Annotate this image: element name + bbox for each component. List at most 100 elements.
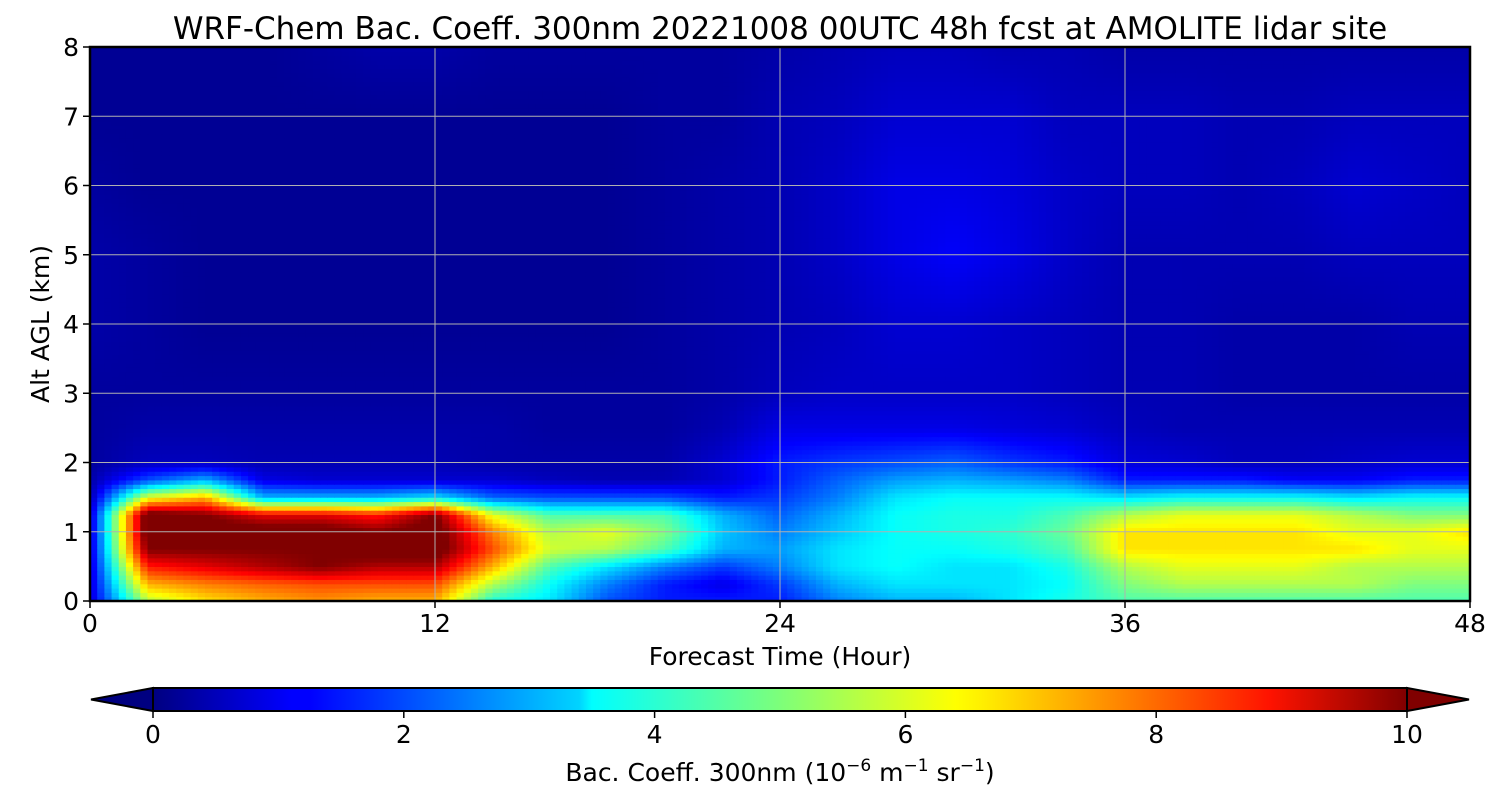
heatmap-cell — [873, 566, 882, 572]
heatmap-cell — [672, 566, 680, 572]
heatmap-cell — [514, 531, 522, 537]
heatmap-cell — [765, 549, 774, 554]
heatmap-cell — [125, 501, 134, 507]
heatmap-cell — [679, 596, 688, 601]
heatmap-cell — [1089, 592, 1097, 598]
heatmap-cell — [916, 501, 925, 507]
heatmap-cell — [1103, 549, 1112, 554]
heatmap-cell — [988, 575, 997, 580]
heatmap-cell — [1419, 514, 1428, 520]
heatmap-cell — [938, 566, 946, 572]
heatmap-cell — [1168, 492, 1176, 498]
heatmap-cell — [1060, 588, 1069, 593]
heatmap-cell — [1247, 540, 1255, 546]
heatmap-cell — [1096, 562, 1105, 567]
heatmap-cell — [1211, 540, 1220, 546]
heatmap-cell — [887, 531, 896, 537]
heatmap-cell — [391, 523, 400, 529]
heatmap-cell — [1441, 544, 1450, 550]
heatmap-cell — [945, 544, 954, 550]
heatmap-cell — [147, 592, 156, 598]
heatmap-cell — [1369, 518, 1378, 524]
heatmap-cell — [1311, 514, 1320, 520]
heatmap-cell — [672, 544, 680, 550]
heatmap-cell — [1010, 497, 1018, 503]
heatmap-cell — [1153, 531, 1162, 537]
heatmap-cell — [808, 588, 817, 593]
heatmap-cell — [140, 510, 149, 516]
heatmap-cell — [1204, 592, 1212, 598]
heatmap-cell — [1132, 588, 1140, 593]
heatmap-cell — [1017, 596, 1025, 601]
heatmap-cell — [449, 566, 458, 572]
heatmap-cell — [851, 518, 860, 524]
heatmap-cell — [1196, 536, 1205, 542]
heatmap-cell — [758, 592, 767, 598]
heatmap-cell — [499, 566, 508, 572]
heatmap-cell — [995, 549, 1004, 554]
heatmap-cell — [1355, 536, 1363, 542]
heatmap-cell — [1412, 566, 1421, 572]
heatmap-cell — [406, 510, 415, 516]
heatmap-cell — [1426, 518, 1435, 524]
heatmap-cell — [866, 566, 875, 572]
heatmap-cell — [1189, 553, 1198, 559]
heatmap-cell — [305, 596, 314, 601]
heatmap-cell — [1175, 592, 1184, 598]
heatmap-cell — [629, 540, 637, 546]
heatmap-cell — [485, 566, 494, 572]
heatmap-cell — [1426, 557, 1435, 563]
heatmap-cell — [1311, 592, 1320, 598]
heatmap-cell — [988, 562, 997, 567]
heatmap-cell — [212, 540, 220, 546]
heatmap-cell — [1096, 544, 1105, 550]
heatmap-cell — [974, 527, 982, 533]
heatmap-cell — [657, 488, 666, 494]
heatmap-cell — [1089, 492, 1097, 498]
heatmap-cell — [1182, 588, 1191, 593]
heatmap-cell — [1419, 518, 1428, 524]
heatmap-cell — [1340, 536, 1349, 542]
heatmap-cell — [686, 510, 695, 516]
heatmap-cell — [197, 562, 206, 567]
heatmap-cell — [1110, 570, 1119, 576]
heatmap-cell — [672, 549, 680, 554]
heatmap-cell — [1441, 575, 1450, 580]
heatmap-cell — [420, 583, 429, 589]
heatmap-cell — [291, 566, 300, 572]
heatmap-cell — [772, 488, 781, 494]
heatmap-cell — [1125, 583, 1133, 589]
heatmap-cell — [147, 505, 156, 511]
heatmap-cell — [1017, 579, 1025, 585]
heatmap-cell — [823, 488, 831, 494]
heatmap-cell — [1045, 510, 1054, 516]
heatmap-cell — [1117, 575, 1126, 580]
heatmap-cell — [1319, 557, 1327, 563]
heatmap-cell — [1139, 540, 1148, 546]
heatmap-cell — [1441, 540, 1450, 546]
heatmap-cell — [1175, 492, 1184, 498]
heatmap-cell — [298, 575, 307, 580]
heatmap-cell — [1333, 540, 1342, 546]
heatmap-cell — [1010, 579, 1018, 585]
heatmap-cell — [909, 527, 918, 533]
heatmap-cell — [435, 557, 443, 563]
heatmap-cell — [1398, 570, 1406, 576]
heatmap-cell — [442, 505, 450, 511]
heatmap-cell — [269, 527, 278, 533]
heatmap-cell — [902, 505, 910, 511]
heatmap-cell — [765, 575, 774, 580]
heatmap-cell — [190, 544, 199, 550]
heatmap-cell — [1247, 527, 1255, 533]
heatmap-cell — [492, 592, 501, 598]
heatmap-cell — [1103, 540, 1112, 546]
heatmap-cell — [528, 583, 537, 589]
heatmap-cell — [255, 575, 264, 580]
heatmap-cell — [190, 583, 199, 589]
heatmap-cell — [449, 588, 458, 593]
heatmap-cell — [341, 583, 350, 589]
heatmap-cell — [830, 492, 839, 498]
heatmap-cell — [1031, 488, 1040, 494]
heatmap-cell — [413, 592, 422, 598]
heatmap-cell — [197, 583, 206, 589]
